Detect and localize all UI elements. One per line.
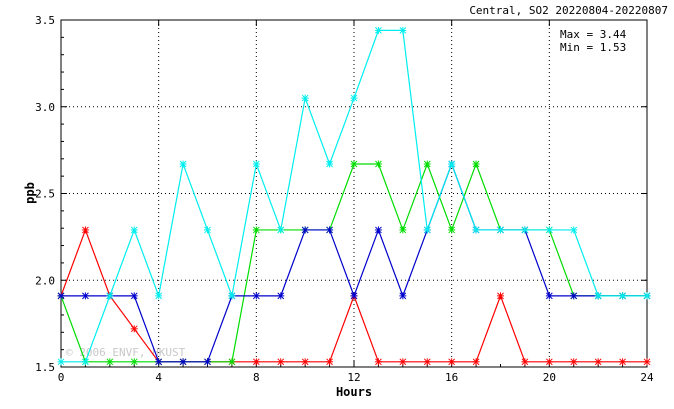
data-point <box>521 226 529 234</box>
data-point <box>277 292 285 300</box>
data-point <box>399 292 407 300</box>
data-point <box>521 358 529 366</box>
data-point <box>228 292 236 300</box>
x-axis-label: Hours <box>336 385 372 399</box>
data-point <box>374 226 382 234</box>
data-point <box>399 226 407 234</box>
x-tick-label: 16 <box>445 371 458 384</box>
data-point <box>277 358 285 366</box>
data-point <box>619 358 627 366</box>
data-point <box>423 358 431 366</box>
data-point <box>399 26 407 34</box>
data-point <box>301 94 309 102</box>
data-point <box>545 292 553 300</box>
data-point <box>594 358 602 366</box>
data-point <box>374 26 382 34</box>
data-point <box>301 358 309 366</box>
grid-lines <box>61 20 647 367</box>
data-point <box>155 358 163 366</box>
data-point <box>252 292 260 300</box>
data-point <box>252 226 260 234</box>
y-axis-ticks: 1.5 2.0 2.5 3.0 3.5 <box>35 14 647 374</box>
data-point <box>130 292 138 300</box>
data-point <box>326 358 334 366</box>
data-point <box>570 226 578 234</box>
watermark: © 2006 ENVF, HKUST <box>66 346 186 359</box>
data-point <box>81 226 89 234</box>
data-point <box>594 292 602 300</box>
data-point <box>497 226 504 234</box>
x-tick-label: 20 <box>543 371 556 384</box>
data-point <box>252 358 260 366</box>
data-point <box>497 292 504 300</box>
data-point <box>350 94 358 102</box>
data-point <box>545 226 553 234</box>
data-point <box>423 160 431 168</box>
data-point <box>399 358 407 366</box>
data-point <box>252 160 260 168</box>
data-point <box>326 226 334 234</box>
data-point <box>350 160 358 168</box>
data-point <box>106 292 114 300</box>
max-annotation: Max = 3.44 <box>560 28 627 41</box>
data-point <box>570 358 578 366</box>
data-point <box>130 226 138 234</box>
data-point <box>130 325 138 333</box>
data-point <box>448 160 456 168</box>
data-point <box>472 160 480 168</box>
x-tick-label: 4 <box>155 371 162 384</box>
data-point <box>57 358 65 366</box>
chart-title: Central, SO2 20220804-20220807 <box>469 4 668 17</box>
y-axis-label: ppb <box>23 182 37 204</box>
data-point <box>423 226 431 234</box>
data-point <box>179 160 187 168</box>
data-point <box>570 292 578 300</box>
data-point <box>130 358 138 366</box>
data-point <box>326 160 334 168</box>
min-annotation: Min = 1.53 <box>560 41 626 54</box>
data-point <box>228 358 236 366</box>
data-point <box>643 292 651 300</box>
data-point <box>204 226 211 234</box>
data-point <box>301 226 309 234</box>
data-point <box>374 358 382 366</box>
data-point <box>204 358 211 366</box>
x-tick-label: 24 <box>640 371 654 384</box>
data-point <box>350 292 358 300</box>
data-point <box>374 160 382 168</box>
data-point <box>179 358 187 366</box>
data-point <box>277 226 285 234</box>
data-point <box>81 292 89 300</box>
data-point <box>106 358 114 366</box>
y-tick-label: 3.0 <box>35 101 55 114</box>
y-tick-label: 1.5 <box>35 361 55 374</box>
data-point <box>81 358 89 366</box>
data-point <box>619 292 627 300</box>
y-tick-label: 3.5 <box>35 14 55 27</box>
y-tick-label: 2.5 <box>35 188 55 201</box>
data-point <box>472 226 480 234</box>
data-point <box>155 292 163 300</box>
data-point <box>448 358 456 366</box>
x-tick-label: 0 <box>58 371 65 384</box>
data-point <box>57 292 65 300</box>
data-point <box>472 358 480 366</box>
data-point <box>448 226 456 234</box>
x-tick-label: 12 <box>347 371 360 384</box>
y-tick-label: 2.0 <box>35 274 55 287</box>
x-tick-label: 8 <box>253 371 260 384</box>
series-group <box>57 26 651 366</box>
data-point <box>643 358 651 366</box>
data-point <box>545 358 553 366</box>
